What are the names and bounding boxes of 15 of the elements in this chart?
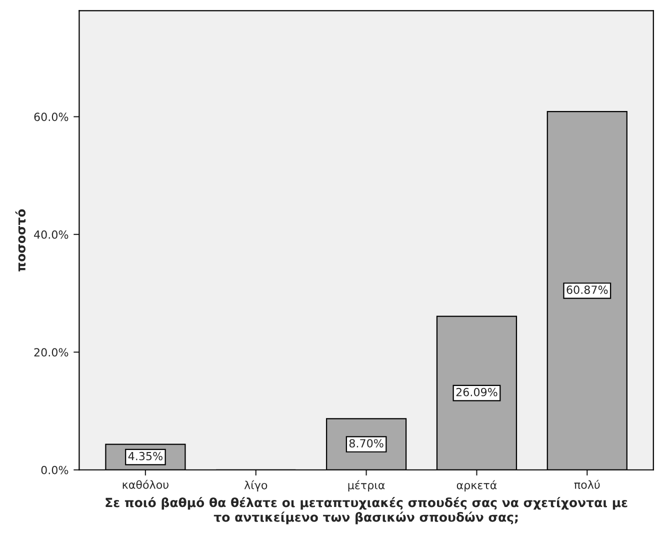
data-label: 60.87% xyxy=(566,286,608,294)
data-label: 8.70% xyxy=(349,439,384,448)
y-tick-label: 40.0% xyxy=(34,230,68,239)
x-tick-label: καθόλου xyxy=(122,480,168,489)
x-tick-label: αρκετά xyxy=(456,480,497,492)
data-label: 4.35% xyxy=(128,452,162,460)
y-tick-label: 20.0% xyxy=(34,348,68,357)
x-tick-label: λίγο xyxy=(244,480,268,492)
y-tick-label: 60.0% xyxy=(34,112,68,122)
x-axis-title: Σε ποιό βαθμό θα θέλατε οι μεταπτυχιακές σπουδές σας να σχετίχονται με το αντικείμενο των βασικών σπουδών σας; xyxy=(106,497,628,524)
data-label: 26.09% xyxy=(456,388,498,396)
x-tick-label: μέτρια xyxy=(348,480,385,492)
y-axis-title: ποσοστό xyxy=(15,209,26,272)
x-tick-label: πολύ xyxy=(574,480,600,489)
y-tick-label: 0.0% xyxy=(41,466,68,474)
